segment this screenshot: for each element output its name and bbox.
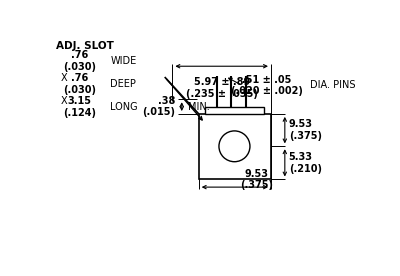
- Text: X: X: [61, 96, 68, 106]
- Text: 9.53
(.375): 9.53 (.375): [240, 169, 273, 190]
- Text: .51 ± .05
(.020 ± .002): .51 ± .05 (.020 ± .002): [231, 75, 303, 96]
- Text: DIA. PINS: DIA. PINS: [310, 81, 355, 91]
- Text: X: X: [61, 73, 68, 83]
- Text: WIDE: WIDE: [110, 56, 137, 66]
- Text: .38
(.015): .38 (.015): [142, 96, 176, 118]
- Text: ADJ. SLOT: ADJ. SLOT: [56, 41, 114, 51]
- Text: 5.33
(.210): 5.33 (.210): [289, 152, 322, 174]
- Text: MIN.: MIN.: [188, 102, 210, 112]
- Circle shape: [219, 131, 250, 162]
- Bar: [205, 107, 264, 114]
- Text: .76
(.030): .76 (.030): [63, 50, 96, 72]
- Text: DEEP: DEEP: [110, 79, 136, 89]
- Text: 3.15
(.124): 3.15 (.124): [63, 96, 96, 118]
- Text: LONG: LONG: [110, 102, 138, 112]
- Text: 9.53
(.375): 9.53 (.375): [289, 119, 322, 141]
- Bar: [199, 114, 271, 179]
- Text: .76
(.030): .76 (.030): [63, 73, 96, 95]
- Text: 5.97 ± .89
(.235 ± .035): 5.97 ± .89 (.235 ± .035): [186, 77, 258, 99]
